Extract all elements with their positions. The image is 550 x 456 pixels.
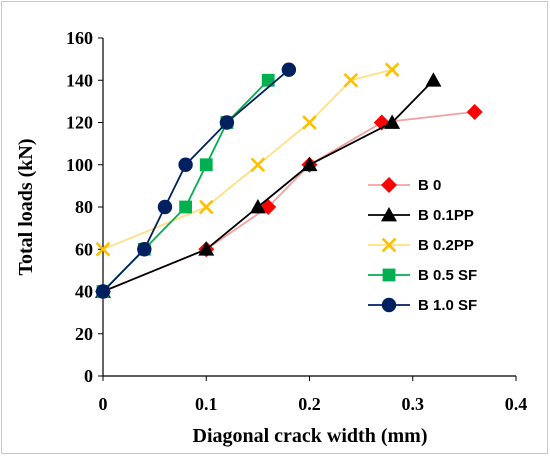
- legend-item: B 0.1PP: [368, 207, 474, 224]
- x-marker-stroke: [95, 241, 111, 257]
- y-tick-label: 20: [75, 324, 93, 344]
- y-tick-label: 0: [84, 366, 93, 386]
- x-marker-stroke: [384, 62, 400, 78]
- data-point: [281, 62, 297, 77]
- series-layer: [95, 62, 483, 300]
- legend-label: B 0.2PP: [418, 237, 474, 254]
- data-point: [199, 158, 213, 172]
- x-marker-stroke: [198, 199, 214, 215]
- x-tick-label: 0.4: [505, 394, 528, 414]
- y-tick-label: 60: [75, 239, 93, 259]
- x-marker-stroke: [343, 72, 359, 88]
- legend: B 0 B 0.1PP B 0.2PP B 0.5 SF B 1.0 SF: [368, 177, 477, 314]
- legend-item: B 1.0 SF: [368, 297, 477, 314]
- series-3: [96, 73, 275, 298]
- data-point: [250, 157, 266, 173]
- y-tick-label: 100: [66, 155, 93, 175]
- data-point: [384, 114, 401, 129]
- data-point: [384, 62, 400, 78]
- legend-marker: [381, 207, 397, 222]
- data-point: [137, 242, 152, 257]
- x-tick-label: 0.2: [298, 394, 321, 414]
- series-4: [95, 62, 297, 299]
- data-point: [179, 200, 192, 214]
- data-point: [178, 157, 193, 172]
- x-marker-stroke: [302, 115, 317, 130]
- data-point: [425, 72, 442, 87]
- axes: 0 20 40 60 80 100 120 140 160 0 0.1 0.2 0.3 0.4: [66, 28, 527, 414]
- legend-item: B 0: [368, 177, 441, 194]
- data-point: [95, 241, 111, 257]
- data-point: [95, 284, 111, 299]
- x-tick-label: 0.1: [195, 394, 218, 414]
- legend-item: B 0.5 SF: [368, 267, 477, 284]
- data-point: [466, 103, 483, 120]
- y-tick-label: 160: [66, 28, 93, 48]
- x-tick-label: 0: [99, 394, 108, 414]
- data-point: [301, 156, 318, 172]
- data-point: [343, 72, 359, 88]
- series-2: [95, 62, 400, 257]
- y-axis-title: Total loads (kN): [15, 138, 37, 275]
- data-point: [249, 199, 266, 214]
- legend-label: B 1.0 SF: [418, 297, 477, 314]
- legend-marker: [381, 177, 397, 193]
- legend-label: B 0.1PP: [418, 207, 474, 224]
- legend-marker: [382, 268, 396, 282]
- data-point: [198, 241, 215, 256]
- data-point: [219, 115, 235, 130]
- legend-item: B 0.2PP: [368, 237, 474, 254]
- data-point: [261, 73, 275, 87]
- legend-marker: [381, 297, 397, 313]
- x-tick-label: 0.3: [402, 394, 425, 414]
- y-tick-label: 120: [66, 113, 93, 133]
- series-line: [102, 79, 435, 293]
- legend-marker: [381, 237, 397, 253]
- data-point: [157, 199, 173, 215]
- data-point: [302, 115, 317, 130]
- x-marker-stroke: [250, 157, 266, 173]
- series-line: [102, 79, 269, 293]
- x-axis-title: Diagonal crack width (mm): [193, 425, 428, 447]
- series-line: [102, 69, 290, 293]
- data-point: [198, 199, 214, 215]
- y-tick-label: 40: [75, 282, 93, 302]
- y-tick-label: 140: [66, 70, 93, 90]
- legend-label: B 0.5 SF: [418, 267, 477, 284]
- x-marker-stroke: [381, 237, 397, 253]
- legend-label: B 0: [418, 177, 441, 194]
- series-line: [102, 68, 393, 251]
- y-tick-label: 80: [75, 197, 93, 217]
